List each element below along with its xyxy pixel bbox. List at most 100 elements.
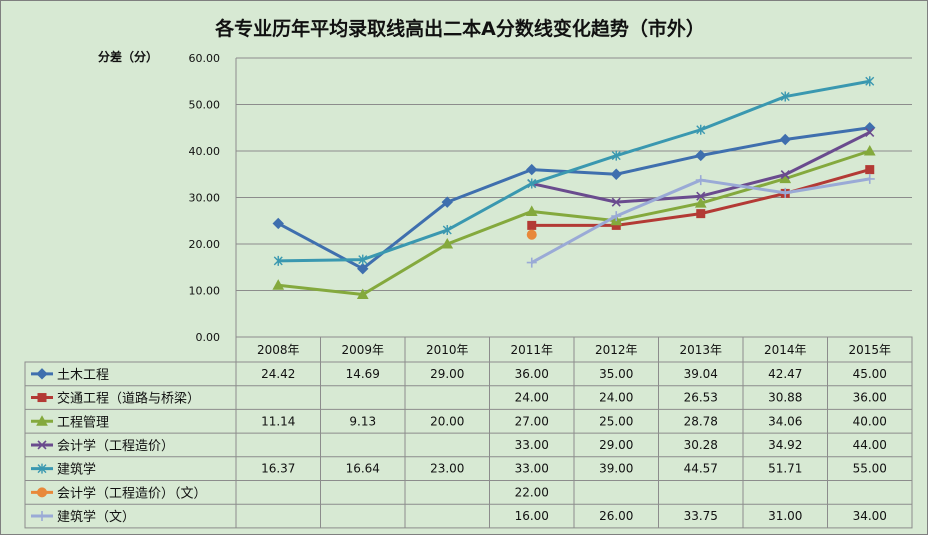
y-tick-label: 20.00 (189, 238, 221, 251)
table-cell: 35.00 (599, 367, 633, 381)
data-point (273, 255, 283, 266)
data-point (780, 187, 791, 198)
table-cell: 29.00 (599, 438, 633, 452)
series-line (277, 126, 870, 271)
table-cell: 34.00 (853, 509, 887, 523)
table-cell: 36.00 (853, 391, 887, 405)
y-tick-label: 0.00 (196, 331, 221, 344)
legend-label: 土木工程 (57, 368, 109, 383)
table-cell: 11.14 (261, 414, 295, 428)
data-point (864, 173, 875, 184)
data-point (37, 463, 47, 474)
series-建筑学（文） (526, 173, 875, 268)
data-point (272, 279, 285, 290)
data-point (695, 149, 707, 162)
table-cell: 23.00 (430, 462, 464, 476)
series-会计学（工程造价）（文） (526, 229, 537, 240)
table-cell: 44.57 (684, 462, 718, 476)
data-point (37, 511, 47, 522)
data-point (356, 288, 369, 300)
data-point (865, 165, 875, 175)
category-label: 2013年 (679, 343, 722, 357)
chart-title: 各专业历年平均录取线高出二本A分数线变化趋势（市外） (214, 17, 705, 40)
table-cell: 22.00 (515, 485, 549, 499)
series-建筑学 (273, 76, 875, 266)
gridlines (235, 57, 912, 337)
table-cell: 29.00 (430, 367, 464, 381)
table-cell: 28.78 (684, 414, 718, 428)
legend-label: 交通工程（道路与桥梁） (57, 391, 200, 407)
category-label: 2011年 (510, 343, 553, 357)
data-point (695, 175, 706, 186)
data-point (780, 170, 790, 180)
data-point (694, 197, 707, 208)
data-point (36, 368, 48, 380)
data-point (696, 209, 706, 219)
table-cell: 16.37 (261, 462, 295, 476)
table-cell: 33.00 (515, 438, 549, 452)
data-point (526, 163, 538, 176)
data-point (357, 262, 369, 275)
data-point (37, 393, 47, 403)
table-cell: 34.92 (768, 438, 802, 452)
data-point (526, 257, 537, 268)
table-cell: 30.28 (684, 438, 718, 452)
table-cell: 39.04 (684, 367, 718, 381)
table-cell: 27.00 (515, 414, 549, 428)
category-label: 2009年 (341, 343, 384, 357)
table-cell: 39.00 (599, 462, 633, 476)
table-cell: 45.00 (853, 367, 887, 381)
y-tick-label: 10.00 (189, 285, 221, 298)
table-cell: 34.06 (768, 414, 802, 428)
data-point (696, 124, 706, 135)
data-point (441, 237, 454, 249)
category-label: 2010年 (426, 343, 469, 357)
series-line (278, 79, 871, 263)
data-point (696, 191, 706, 201)
category-label: 2008年 (257, 343, 300, 357)
table-cell: 24.00 (599, 391, 633, 405)
category-label: 2015年 (848, 343, 891, 357)
y-tick-label: 50.00 (189, 99, 221, 112)
data-point (358, 254, 368, 265)
data-point (611, 211, 622, 222)
data-point (441, 196, 453, 208)
data-point (611, 197, 621, 207)
table-cell: 31.00 (768, 509, 802, 523)
legend-label: 建筑学（文） (57, 509, 135, 525)
table-cell: 16.64 (346, 462, 380, 476)
table-cell: 30.88 (768, 391, 802, 405)
table-cell: 20.00 (430, 414, 464, 428)
table-cell: 26.53 (684, 391, 718, 405)
y-axis-label: 分差（分） (98, 49, 158, 64)
table-cell: 25.00 (599, 414, 633, 428)
series-土木工程 (272, 122, 876, 275)
legend-label: 建筑学 (57, 462, 96, 478)
data-point (37, 440, 47, 450)
data-table: 2008年 2009年 2010年 2011年 2012年 2013年 2014年 2015年… (24, 336, 913, 529)
category-label: 2012年 (595, 343, 638, 357)
series-line (531, 177, 870, 264)
data-point (865, 127, 875, 137)
table-cell: 24.42 (261, 367, 295, 381)
table-cell: 40.00 (853, 414, 887, 428)
data-point (863, 144, 876, 156)
table-cell: 14.69 (346, 367, 380, 381)
data-point (611, 150, 621, 161)
data-point (779, 133, 791, 146)
table-cell: 42.47 (768, 367, 802, 381)
table-cell: 36.00 (515, 367, 549, 381)
table-cell: 24.00 (515, 391, 549, 405)
table-cell: 26.00 (599, 509, 633, 523)
data-point (442, 225, 452, 236)
data-point (865, 76, 875, 87)
data-point (527, 178, 537, 189)
legend-label: 会计学（工程造价） (57, 438, 174, 454)
data-point (525, 205, 538, 216)
table-cell: 44.00 (853, 438, 887, 452)
table-cell: 16.00 (515, 509, 549, 523)
y-tick-labels: 0.00 10.00 20.00 30.00 40.00 50.00 60.00 (189, 52, 221, 344)
y-tick-label: 60.00 (189, 52, 221, 65)
